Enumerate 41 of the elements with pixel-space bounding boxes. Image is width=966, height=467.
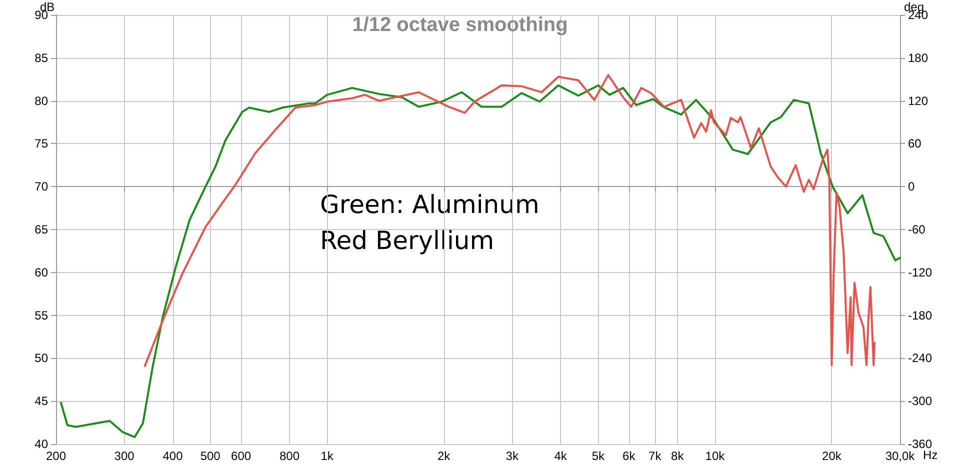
y2-tick-label: -120: [908, 265, 932, 280]
y2-tick-label: -60: [908, 222, 926, 236]
annotation: Red Beryllium: [320, 226, 494, 255]
x-tick-label: 800: [279, 449, 300, 463]
x-tick-label: 20k: [822, 449, 842, 463]
y2-tick-label: 180: [908, 50, 928, 65]
x-tick-label: 500: [200, 449, 221, 463]
y-tick-label: 70: [34, 180, 48, 194]
x-tick-label: 1k: [320, 449, 334, 463]
x-tick-label: 300: [114, 449, 135, 463]
y2-tick-label: -300: [908, 394, 932, 408]
y-tick-label: 80: [34, 94, 48, 108]
x-tick-label: 8k: [671, 449, 685, 463]
y-tick-label: 60: [34, 265, 48, 280]
y-tick-label: 40: [34, 437, 48, 451]
y-tick-label: 55: [34, 308, 48, 322]
x-tick-label: 4k: [554, 449, 568, 463]
annotation: Green: Aluminum: [320, 190, 540, 219]
y-tick-label: 85: [34, 50, 48, 65]
x-tick-label: 6k: [622, 449, 636, 463]
x-axis-title: Hz: [923, 448, 938, 462]
x-tick-label: 400: [162, 449, 184, 463]
y2-tick-label: -360: [908, 437, 932, 451]
y2-tick-label: -180: [908, 308, 932, 322]
x-tick-label: 600: [231, 449, 252, 463]
chart-title: 1/12 octave smoothing: [352, 14, 568, 36]
x-tick-label: 7k: [648, 449, 662, 463]
x-tick-label: 2k: [438, 449, 452, 463]
y2-tick-label: 0: [908, 180, 915, 194]
x-tick-label: 3k: [506, 449, 520, 463]
y2-tick-label: -240: [908, 351, 932, 366]
x-tick-label: 10k: [705, 449, 726, 463]
y-tick-label: 50: [34, 351, 48, 366]
y-tick-label: 75: [34, 136, 48, 151]
y2-tick-label: 120: [908, 94, 928, 108]
y2-tick-label: 60: [908, 136, 922, 151]
x-tick-label: 30,0k: [885, 449, 916, 463]
y-tick-label: 45: [34, 394, 48, 408]
x-tick-label: 5k: [592, 449, 606, 463]
x-tick-label: 200: [46, 449, 66, 463]
y-tick-label: 65: [34, 222, 48, 236]
